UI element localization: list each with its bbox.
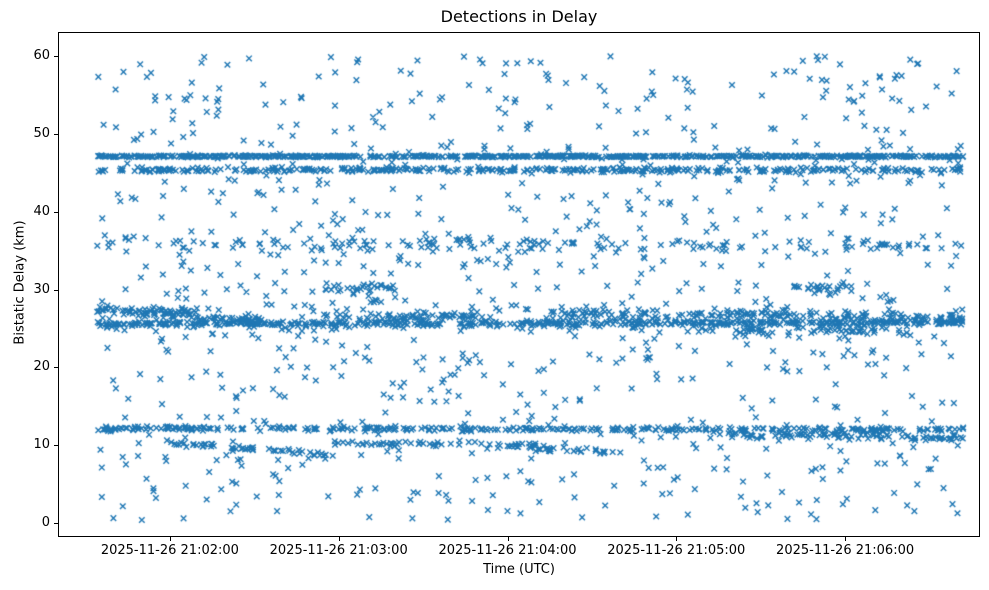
x-tick-mark [676, 537, 678, 541]
y-tick-label: 20 [33, 359, 50, 375]
y-tick-mark [54, 56, 58, 57]
x-axis-label: Time (UTC) [483, 562, 555, 577]
x-tick-mark [507, 537, 509, 541]
y-tick-label: 10 [33, 437, 50, 453]
y-tick-label: 60 [33, 48, 50, 63]
y-tick-mark [54, 211, 58, 213]
x-tick-label: 2025-11-26 21:03:00 [269, 543, 408, 558]
y-tick-mark [54, 133, 58, 135]
x-tick-mark [845, 537, 847, 541]
chart-title: Detections in Delay [440, 7, 598, 26]
y-tick-mark [54, 523, 58, 524]
y-tick-label: 0 [41, 515, 50, 530]
x-tick-mark [338, 537, 340, 541]
scatter-canvas [59, 33, 979, 536]
y-tick-mark [54, 367, 58, 369]
x-tick-label: 2025-11-26 21:04:00 [438, 543, 577, 558]
y-tick-mark [54, 289, 58, 291]
y-tick-label: 30 [33, 281, 50, 297]
y-tick-label: 50 [33, 125, 50, 141]
x-tick-mark [169, 537, 171, 541]
x-tick-label: 2025-11-26 21:06:00 [776, 543, 915, 558]
y-tick-label: 40 [33, 203, 50, 219]
y-axis-label: Bistatic Delay (km) [12, 220, 28, 345]
x-tick-label: 2025-11-26 21:02:00 [100, 543, 239, 558]
y-tick-mark [54, 445, 58, 447]
x-tick-label: 2025-11-26 21:05:00 [607, 543, 746, 558]
